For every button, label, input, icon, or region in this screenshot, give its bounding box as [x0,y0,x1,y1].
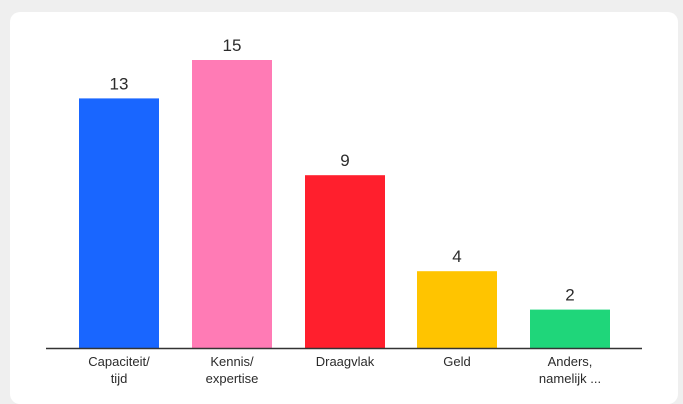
bar-0 [79,98,159,349]
data-label-4: 2 [565,286,574,305]
chart-card: 13 15 9 4 2 Capaciteit/ tijd Kennis/ expertis… [10,12,678,404]
bar-4 [530,309,610,348]
category-label-2: Draagvlak [315,354,375,369]
bar-2 [305,175,385,348]
category-label-0: Capaciteit/ tijd [88,354,150,386]
data-label-0: 13 [110,74,129,93]
bar-3 [417,271,497,348]
data-label-2: 9 [340,151,349,170]
category-label-4: Anders, namelijk ... [538,354,602,386]
data-label-3: 4 [452,247,461,266]
category-label-1: Kennis/ expertise [205,354,259,386]
data-label-1: 15 [223,36,242,55]
category-label-3: Geld [443,354,471,369]
bar-chart: 13 15 9 4 2 [46,36,642,350]
bar-1 [192,60,272,348]
